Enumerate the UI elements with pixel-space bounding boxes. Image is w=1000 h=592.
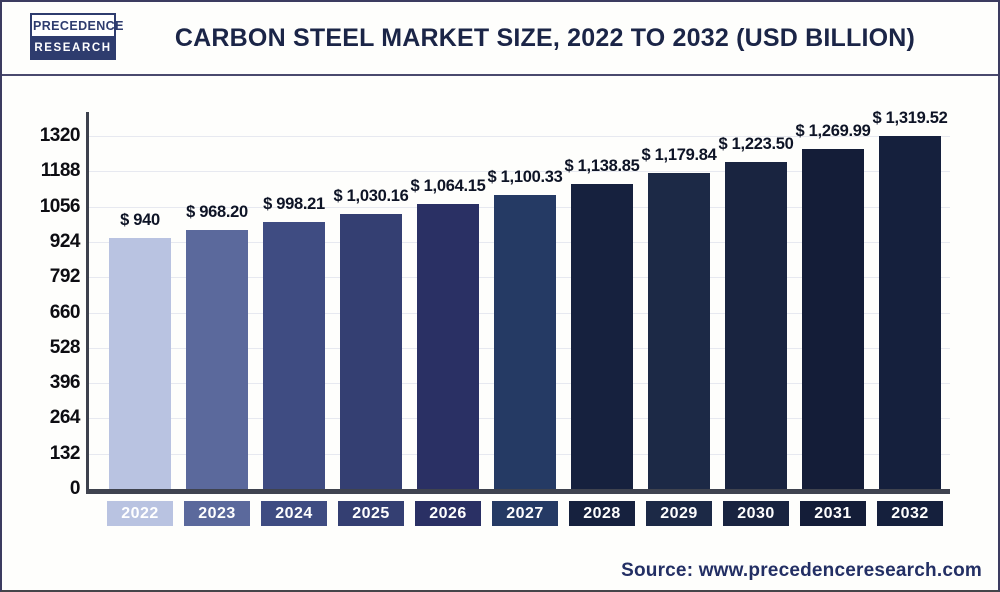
x-axis-year-label-2027: 2027: [492, 501, 558, 526]
y-axis-line: [86, 112, 89, 494]
y-axis-tick-label: 264: [49, 407, 81, 429]
bar-value-label-2030: $ 1,223.50: [718, 134, 794, 153]
logo-line-research: RESEARCH: [30, 38, 116, 60]
bar-2023: [186, 230, 248, 489]
bar-value-label-2028: $ 1,138.85: [564, 157, 640, 176]
y-axis-tick-label: 924: [49, 230, 81, 252]
y-axis-tick-label: 132: [49, 442, 81, 464]
precedence-research-logo: PRECEDENCE RESEARCH: [30, 13, 123, 60]
x-axis-line: [86, 489, 950, 494]
bar-2026: [417, 204, 479, 489]
bar-value-label-2022: $ 940: [120, 210, 160, 229]
y-axis-tick-label: 792: [49, 266, 81, 288]
x-axis-year-label-2026: 2026: [415, 501, 481, 526]
x-axis-year-label-2024: 2024: [261, 501, 327, 526]
source-attribution: Source: www.precedenceresearch.com: [621, 560, 982, 581]
gridline-1320: [86, 136, 950, 137]
bar-2024: [263, 222, 325, 489]
x-axis-year-label-2028: 2028: [569, 501, 635, 526]
header: PRECEDENCE RESEARCH CARBON STEEL MARKET …: [2, 2, 998, 76]
x-axis-year-label-2030: 2030: [723, 501, 789, 526]
y-axis-tick-label: 396: [49, 372, 81, 394]
bar-2030: [725, 161, 787, 489]
x-axis-year-label-2031: 2031: [800, 501, 866, 526]
bar-value-label-2023: $ 968.20: [186, 203, 248, 222]
bar-chart-plot-area: 0 132 264 396 528 660 792 924 1056 1188 1320 $ 940 2…: [2, 74, 998, 590]
y-axis-tick-label: 660: [49, 301, 81, 323]
x-axis-year-label-2029: 2029: [646, 501, 712, 526]
logo-line-precedence: PRECEDENCE: [30, 13, 123, 38]
bar-value-label-2027: $ 1,100.33: [487, 167, 563, 186]
bar-value-label-2024: $ 998.21: [263, 195, 325, 214]
bar-2031: [802, 149, 864, 489]
bar-2028: [571, 184, 633, 489]
bar-value-label-2029: $ 1,179.84: [641, 146, 717, 165]
x-axis-year-label-2025: 2025: [338, 501, 404, 526]
bar-2022: [109, 237, 171, 489]
y-axis-tick-label: 0: [69, 478, 81, 499]
x-axis-year-label-2023: 2023: [184, 501, 250, 526]
gridline-1188: [86, 171, 950, 173]
bar-value-label-2031: $ 1,269.99: [795, 122, 871, 141]
y-axis-tick-label: 528: [49, 336, 81, 358]
page-title: CARBON STEEL MARKET SIZE, 2022 TO 2032 (…: [174, 23, 916, 52]
bar-2025: [340, 213, 402, 489]
y-axis-tick-label: 1320: [39, 125, 81, 146]
bar-2032: [879, 136, 941, 489]
x-axis-year-label-2032: 2032: [877, 501, 943, 526]
y-axis-tick-label: 1188: [40, 160, 81, 182]
bar-value-label-2032: $ 1,319.52: [872, 109, 948, 128]
bar-value-label-2026: $ 1,064.15: [410, 177, 486, 196]
x-axis-year-label-2022: 2022: [107, 501, 173, 526]
bar-2029: [648, 173, 710, 489]
bar-value-label-2025: $ 1,030.16: [333, 186, 409, 205]
bar-2027: [494, 194, 556, 489]
y-axis-tick-label: 1056: [39, 195, 81, 217]
